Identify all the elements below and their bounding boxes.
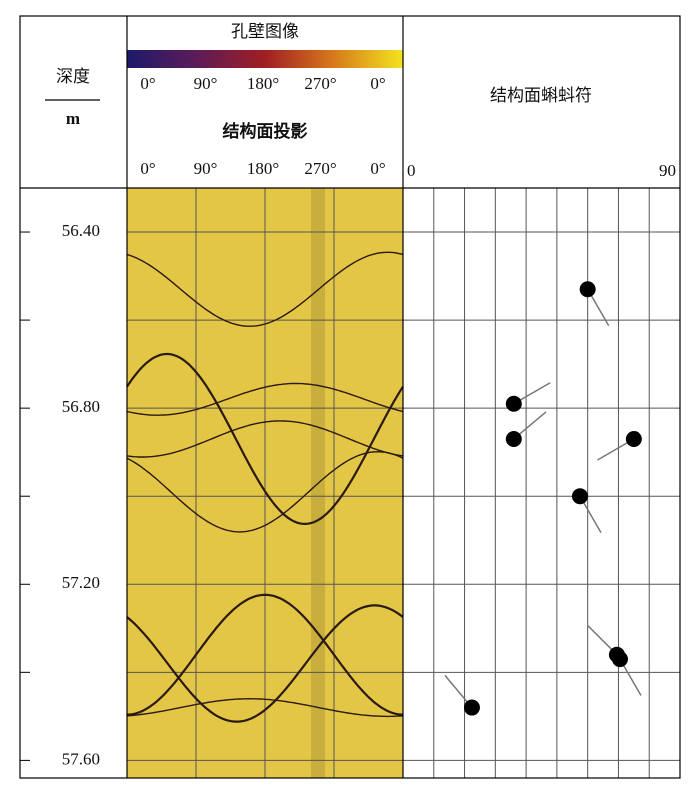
- depth-label: 深度: [56, 67, 90, 86]
- depth-tick-label: 57.60: [62, 749, 100, 768]
- sinusoid: [126, 450, 404, 533]
- x-tick-label: 0: [407, 161, 416, 180]
- tadpole: [571, 488, 588, 505]
- frame: [19, 15, 681, 779]
- sinusoid: [126, 382, 404, 416]
- colorbar: [127, 50, 403, 68]
- tadpole: [505, 395, 522, 412]
- x-tick-label: 90: [659, 161, 676, 180]
- sinusoid: [126, 420, 404, 458]
- sinusoid: [126, 593, 404, 716]
- x-tick-label: 0°: [140, 159, 155, 178]
- colorbar-tick-label: 0°: [140, 74, 155, 93]
- x-tick-label: 270°: [304, 159, 336, 178]
- colorbar-tick-label: 180°: [247, 74, 279, 93]
- depth-tick-label: 56.40: [62, 221, 100, 240]
- depth-unit: m: [66, 109, 80, 128]
- colorbar-tick-label: 0°: [370, 74, 385, 93]
- image-title: 孔壁图像: [231, 22, 299, 41]
- colorbar-tick-label: 270°: [304, 74, 336, 93]
- sinusoid: [126, 697, 404, 718]
- tadpole: [505, 430, 522, 447]
- tadpole: [463, 699, 480, 716]
- colorbar-tick-label: 90°: [194, 74, 218, 93]
- tadpole-title: 结构面蝌蚪符: [490, 86, 592, 105]
- depth-tick-label: 57.20: [62, 573, 100, 592]
- depth-tick-label: 56.80: [62, 397, 100, 416]
- x-tick-label: 0°: [370, 159, 385, 178]
- sinusoid: [126, 352, 404, 525]
- tadpole: [611, 651, 628, 668]
- x-tick-label: 180°: [247, 159, 279, 178]
- sinusoid: [126, 604, 404, 723]
- tadpole: [625, 430, 642, 447]
- sinusoid: [126, 251, 404, 327]
- x-tick-label: 90°: [194, 159, 218, 178]
- tadpole: [579, 281, 596, 298]
- image-subtitle: 结构面投影: [223, 121, 308, 141]
